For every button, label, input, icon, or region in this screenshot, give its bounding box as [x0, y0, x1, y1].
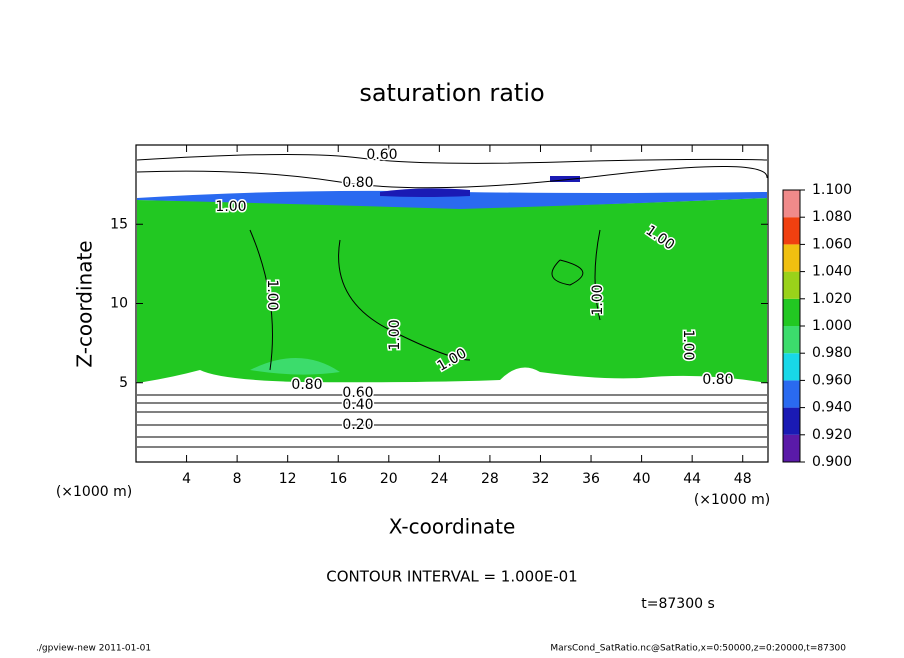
x-tick-label: 16 [329, 471, 347, 487]
x-tick-label: 4 [182, 471, 191, 487]
filled-region [137, 198, 767, 383]
x-tick-label: 20 [380, 471, 398, 487]
contour-label: 0.60 [366, 147, 397, 163]
colorbar-tick-label: 0.960 [812, 372, 852, 388]
contour-line [249, 229, 601, 371]
x-tick-label: 32 [532, 471, 550, 487]
time-label: t=87300 s [641, 596, 715, 612]
contour-label: 0.80 [291, 377, 322, 393]
footer-left: ./gpview-new 2011-01-01 [36, 644, 151, 654]
x-tick-label: 48 [734, 471, 752, 487]
x-tick-label: 44 [683, 471, 701, 487]
colorbar-cell [783, 353, 800, 381]
contour-line [136, 153, 768, 189]
contour-lines [136, 153, 768, 448]
x-tick-label: 36 [582, 471, 600, 487]
contour-label: 1.00 [590, 284, 606, 315]
colorbar-cell [783, 326, 800, 354]
y-tick-label: 10 [110, 296, 128, 312]
y-axis-label: Z-coordinate [73, 240, 97, 367]
colorbar-cell [783, 190, 800, 218]
contour-label: 0.20 [342, 417, 373, 433]
colorbar-tick-label: 0.920 [812, 427, 852, 443]
y-tick-label: 15 [110, 216, 128, 232]
contour-line [137, 394, 767, 448]
colorbar-cell [783, 380, 800, 408]
y-unit: (×1000 m) [56, 484, 132, 500]
x-axis-label: X-coordinate [389, 515, 516, 539]
colorbar-tick-label: 0.900 [812, 454, 852, 470]
colorbar-tick-label: 1.040 [812, 264, 852, 280]
y-tick-label: 5 [119, 375, 128, 391]
chart-title: saturation ratio [359, 79, 544, 107]
contour-label: 0.40 [342, 397, 373, 413]
field [137, 176, 767, 383]
x-unit: (×1000 m) [694, 492, 770, 508]
colorbar-tick-label: 1.060 [812, 236, 852, 252]
colorbar-cell [783, 298, 800, 326]
contour-label: 1.00 [215, 199, 246, 215]
filled-region [250, 357, 340, 375]
contour-label: 1.00 [680, 329, 696, 360]
colorbar-tick-label: 0.940 [812, 400, 852, 416]
x-tick-label: 24 [430, 471, 448, 487]
colorbar-tick-label: 1.080 [812, 209, 852, 225]
annotation: CONTOUR INTERVAL = 1.000E-01 [326, 568, 577, 586]
colorbar-cell [783, 434, 800, 462]
x-tick-label: 8 [233, 471, 242, 487]
colorbar-cell [783, 244, 800, 272]
filled-region [380, 176, 580, 197]
colorbar-tick-label: 1.100 [812, 182, 852, 198]
contour-label: 0.60 [342, 385, 373, 401]
x-tick-label: 28 [481, 471, 499, 487]
footer-right: MarsCond_SatRatio.nc@SatRatio,x=0:50000,… [550, 644, 846, 654]
colorbar-tick-label: 0.980 [812, 345, 852, 361]
contour-label: 1.00 [387, 319, 403, 350]
colorbar-tick-label: 1.020 [812, 291, 852, 307]
colorbar-tick-label: 1.000 [812, 318, 852, 334]
colorbar-cell [783, 217, 800, 245]
contour-label: 0.80 [342, 175, 373, 191]
x-tick-label: 40 [633, 471, 651, 487]
contour-label: 0.80 [702, 372, 733, 388]
colorbar-cell [783, 407, 800, 435]
filled-region [137, 190, 767, 209]
colorbar-cell [783, 271, 800, 299]
contour-label: 1.00 [264, 279, 280, 310]
x-tick-label: 12 [279, 471, 297, 487]
